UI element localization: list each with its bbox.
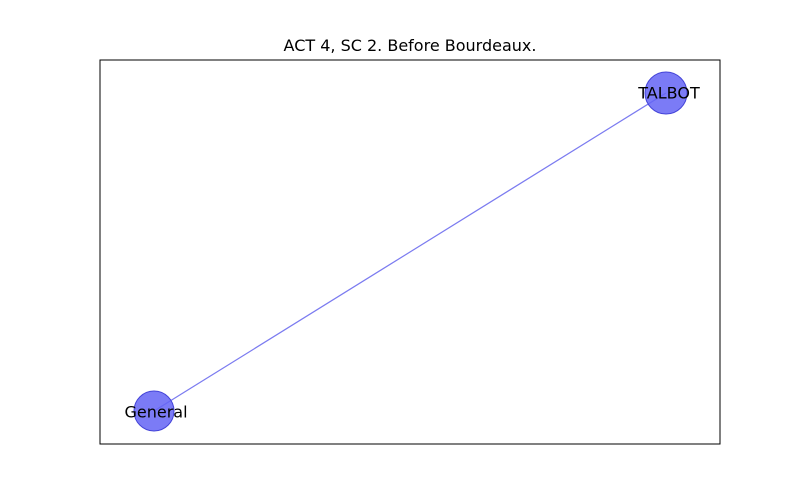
node-talbot: TALBOT [637, 71, 700, 115]
plot-frame [99, 59, 721, 445]
node-talbot-label: TALBOT [637, 84, 700, 103]
node-general-label: General [124, 403, 187, 422]
node-talbot-marker [644, 71, 688, 115]
node-general: General [124, 390, 188, 432]
node-general-marker [133, 390, 175, 432]
figure-title: ACT 4, SC 2. Before Bourdeaux. [283, 36, 537, 55]
edge-talbot-general [153, 92, 667, 412]
